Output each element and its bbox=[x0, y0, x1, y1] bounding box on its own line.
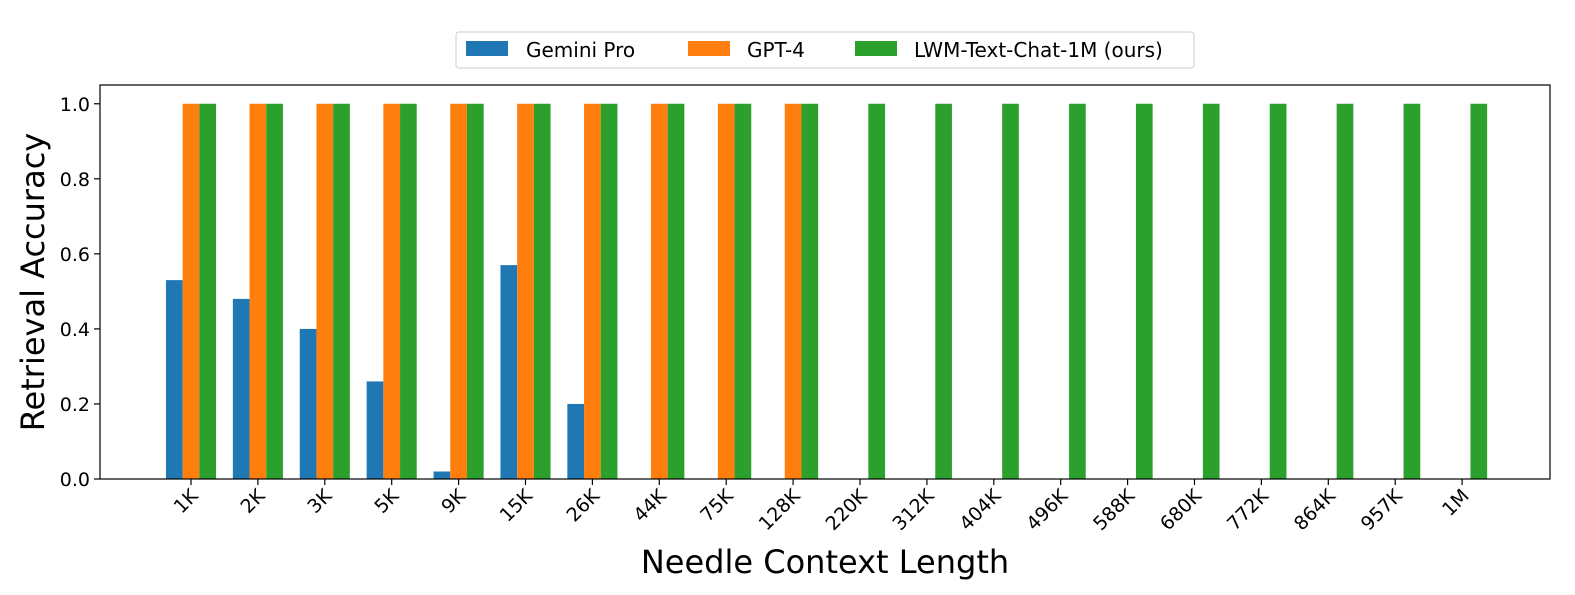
legend-label-gpt-4: GPT-4 bbox=[747, 38, 805, 62]
bars-group bbox=[165, 103, 1488, 479]
bar-lwm-text-chat-1m-ours-680k bbox=[1202, 103, 1220, 479]
bar-gpt-4-128k bbox=[784, 103, 802, 479]
bar-lwm-text-chat-1m-ours-496k bbox=[1069, 103, 1086, 479]
y-tick-label: 0.0 bbox=[60, 469, 90, 491]
legend-swatch-gemini-pro bbox=[466, 41, 508, 56]
bar-lwm-text-chat-1m-ours-864k bbox=[1336, 103, 1354, 479]
x-tick-label-957k: 957K bbox=[1357, 485, 1407, 535]
plot-frame bbox=[99, 84, 1551, 480]
x-tick-label-9k: 9K bbox=[437, 485, 470, 518]
legend-label-lwm: LWM-Text-Chat-1M (ours) bbox=[914, 38, 1163, 62]
bar-gpt-4-5k bbox=[383, 103, 401, 479]
bar-lwm-text-chat-1m-ours-1k bbox=[199, 103, 217, 479]
x-tick-label-772k: 772K bbox=[1223, 485, 1273, 535]
bar-gemini-pro-5k bbox=[366, 381, 384, 479]
x-tick-label-26k: 26K bbox=[562, 485, 604, 527]
x-tick-label-15k: 15K bbox=[496, 485, 538, 527]
x-tick-label-1k: 1K bbox=[170, 485, 203, 518]
x-tick-label-3k: 3K bbox=[303, 485, 336, 518]
bar-lwm-text-chat-1m-ours-404k bbox=[1002, 103, 1019, 479]
legend-frame bbox=[455, 31, 1195, 69]
bar-gemini-pro-15k bbox=[500, 265, 518, 479]
legend: Gemini Pro GPT-4 LWM-Text-Chat-1M (ours) bbox=[455, 31, 1195, 69]
y-tick-label: 0.8 bbox=[60, 169, 90, 191]
x-tick-label-128k: 128K bbox=[755, 485, 805, 535]
bar-gpt-4-44k bbox=[650, 103, 668, 479]
y-tick-label: 0.4 bbox=[60, 319, 90, 341]
bar-lwm-text-chat-1m-ours-312k bbox=[935, 103, 952, 479]
y-tick-label: 1.0 bbox=[60, 94, 90, 116]
legend-label-gemini-pro: Gemini Pro bbox=[526, 38, 635, 62]
x-tick-label-75k: 75K bbox=[696, 485, 738, 527]
legend-swatch-lwm bbox=[855, 41, 897, 56]
x-axis-title: Needle Context Length bbox=[641, 543, 1009, 581]
x-axis: 1K 2K 3K 5K 9K 15K 26K 44K 75K 128K 220K 312K 404K 49… bbox=[170, 479, 1474, 535]
bar-lwm-text-chat-1m-ours-9k bbox=[466, 103, 484, 479]
bar-lwm-text-chat-1m-ours-75k bbox=[734, 103, 752, 479]
bar-gemini-pro-9k bbox=[433, 471, 451, 479]
bar-gpt-4-26k bbox=[584, 103, 601, 479]
x-tick-label-44k: 44K bbox=[629, 485, 671, 527]
y-axis-title: Retrieval Accuracy bbox=[14, 133, 52, 431]
y-tick-label: 0.6 bbox=[60, 244, 90, 266]
bar-gemini-pro-3k bbox=[299, 328, 317, 479]
x-tick-label-220k: 220K bbox=[822, 485, 872, 535]
bar-gpt-4-75k bbox=[717, 103, 735, 479]
x-tick-label-404k: 404K bbox=[955, 485, 1005, 535]
bar-gpt-4-9k bbox=[450, 103, 467, 479]
bar-gpt-4-1k bbox=[182, 103, 200, 479]
bar-lwm-text-chat-1m-ours-2k bbox=[266, 103, 283, 479]
bar-gpt-4-3k bbox=[316, 103, 334, 479]
bar-gemini-pro-26k bbox=[567, 403, 585, 479]
legend-swatch-gpt-4 bbox=[688, 41, 730, 56]
bar-lwm-text-chat-1m-ours-15k bbox=[533, 103, 551, 479]
x-tick-label-864k: 864K bbox=[1290, 485, 1340, 535]
x-tick-label-5k: 5K bbox=[370, 485, 403, 518]
bar-gpt-4-2k bbox=[249, 103, 267, 479]
y-tick-label: 0.2 bbox=[60, 394, 90, 416]
bar-lwm-text-chat-1m-ours-1m bbox=[1470, 103, 1488, 479]
x-tick-label-496k: 496K bbox=[1022, 485, 1072, 535]
bar-lwm-text-chat-1m-ours-128k bbox=[801, 103, 819, 479]
bar-lwm-text-chat-1m-ours-5k bbox=[400, 103, 417, 479]
bar-lwm-text-chat-1m-ours-3k bbox=[333, 103, 350, 479]
bar-gemini-pro-1k bbox=[165, 280, 183, 479]
bar-lwm-text-chat-1m-ours-26k bbox=[600, 103, 618, 479]
bar-lwm-text-chat-1m-ours-772k bbox=[1269, 103, 1287, 479]
bar-lwm-text-chat-1m-ours-588k bbox=[1135, 103, 1153, 479]
y-axis: 0.0 0.2 0.4 0.6 0.8 1.0 bbox=[60, 94, 100, 491]
bar-lwm-text-chat-1m-ours-44k bbox=[667, 103, 685, 479]
bar-lwm-text-chat-1m-ours-957k bbox=[1403, 103, 1421, 479]
bar-lwm-text-chat-1m-ours-220k bbox=[868, 103, 886, 479]
x-tick-label-312k: 312K bbox=[888, 485, 938, 535]
x-tick-label-680k: 680K bbox=[1156, 485, 1206, 535]
x-tick-label-588k: 588K bbox=[1089, 485, 1139, 535]
bar-gpt-4-15k bbox=[517, 103, 534, 479]
x-tick-label-1m: 1M bbox=[1438, 485, 1474, 521]
bar-gemini-pro-2k bbox=[232, 298, 250, 479]
x-tick-label-2k: 2K bbox=[237, 485, 270, 518]
